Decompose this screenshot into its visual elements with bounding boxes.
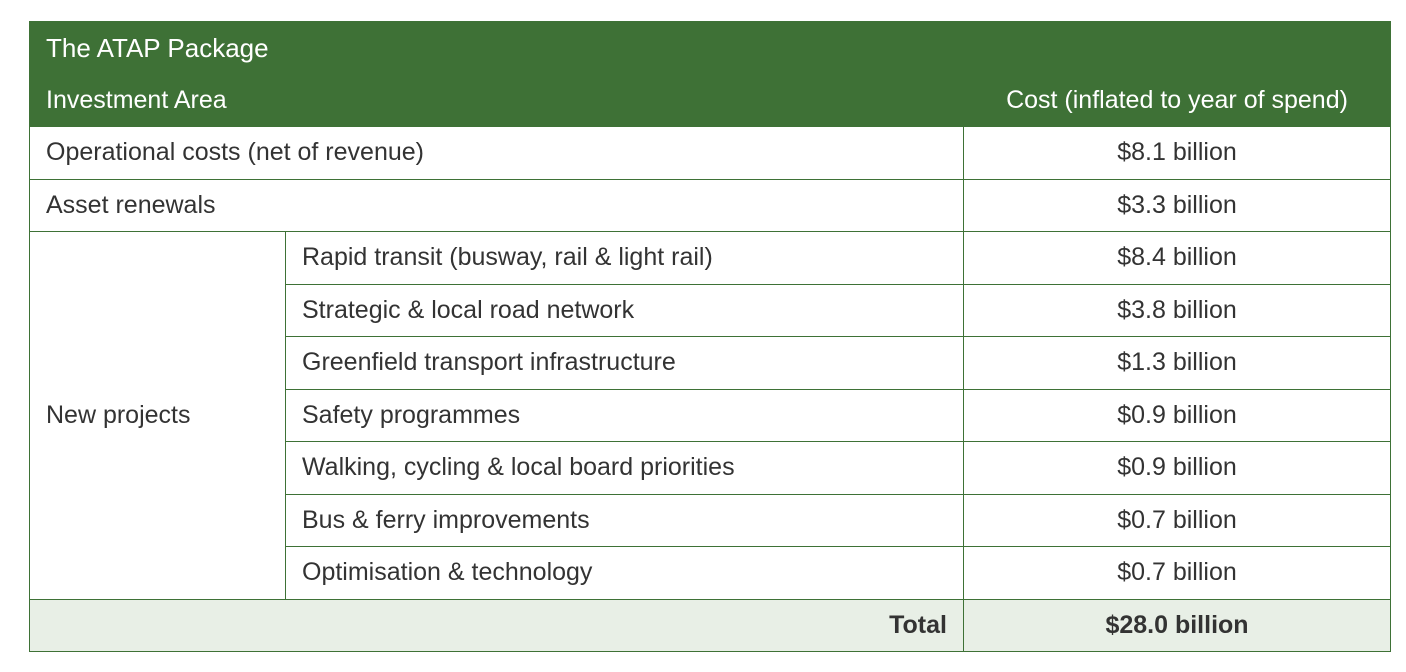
atap-package-table: The ATAP Package Investment Area Cost (i… [28,21,1392,652]
project-cost: $0.9 billion [962,388,1392,442]
row-area: Asset renewals [29,178,964,232]
total-row: Total $28.0 billion [29,598,1392,652]
row-area: Operational costs (net of revenue) [29,126,964,180]
total-value: $28.0 billion [962,598,1392,652]
table-row: Strategic & local road network $3.8 bill… [30,283,1392,337]
table-row: Operational costs (net of revenue) $8.1 … [29,126,1392,180]
project-cost: $1.3 billion [962,336,1392,390]
project-cost: $3.8 billion [962,283,1392,337]
total-label: Total [29,598,964,652]
header-investment-area: Investment Area [29,73,964,127]
table-header-row: Investment Area Cost (inflated to year o… [29,73,1392,127]
table-title-row: The ATAP Package [28,21,1392,75]
project-cost: $8.4 billion [962,231,1392,285]
table-row: Optimisation & technology $0.7 billion [30,546,1392,600]
header-cost: Cost (inflated to year of spend) [962,73,1392,127]
row-cost: $3.3 billion [962,178,1392,232]
project-name: Strategic & local road network [285,283,964,337]
project-name: Bus & ferry improvements [285,493,964,547]
project-name: Safety programmes [285,388,964,442]
project-name: Greenfield transport infrastructure [285,336,964,390]
table-title: The ATAP Package [28,21,1392,75]
table-row: Asset renewals $3.3 billion [29,178,1392,232]
group-label-new-projects: New projects [29,231,286,600]
table-row: Bus & ferry improvements $0.7 billion [30,493,1392,547]
project-cost: $0.7 billion [962,493,1392,547]
project-name: Optimisation & technology [285,546,964,600]
project-name: Walking, cycling & local board prioritie… [285,441,964,495]
table-row: New projects Rapid transit (busway, rail… [29,231,1392,600]
project-cost: $0.7 billion [962,546,1392,600]
row-cost: $8.1 billion [962,126,1392,180]
project-cost: $0.9 billion [962,441,1392,495]
project-name: Rapid transit (busway, rail & light rail… [285,231,964,285]
